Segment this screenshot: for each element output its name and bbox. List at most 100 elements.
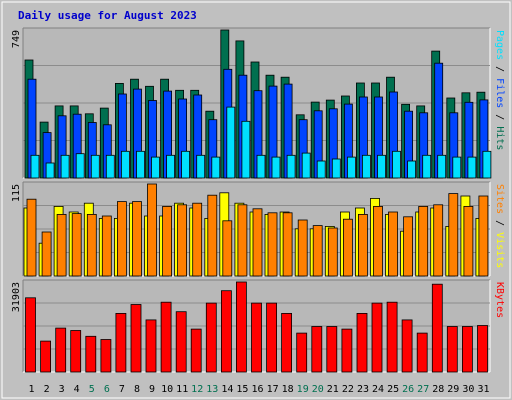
side-legend-part: Visits <box>494 232 505 268</box>
bar-kbytes-7 <box>115 312 127 373</box>
panel-hits_files_pages: 749 Pages / Files / Hits <box>11 27 505 179</box>
x-tick-label-29: 29 <box>447 384 459 395</box>
bar-pages-28 <box>437 154 447 179</box>
panel-kbytes: 31903 KBytes <box>11 279 505 373</box>
bar-kbytes-14 <box>220 290 232 373</box>
bar-kbytes-30 <box>461 326 473 373</box>
bar-pages-6 <box>105 154 115 179</box>
side-legend-part: Hits <box>494 126 505 150</box>
side-legend-part: / <box>494 214 505 232</box>
chart-title: Daily usage for August 2023 <box>18 9 197 22</box>
x-tick-label-2: 2 <box>44 384 50 395</box>
bar-kbytes-4 <box>70 330 82 373</box>
bar-kbytes-2 <box>40 340 51 373</box>
x-tick-label-9: 9 <box>149 384 155 395</box>
bar-kbytes-3 <box>55 327 67 373</box>
x-tick-label-8: 8 <box>134 384 140 395</box>
x-tick-label-20: 20 <box>312 384 324 395</box>
x-tick-label-22: 22 <box>342 384 354 395</box>
x-tick-label-23: 23 <box>357 384 369 395</box>
bar-pages-23 <box>361 154 371 179</box>
bar-pages-2 <box>45 162 55 179</box>
side-legend-label: KBytes <box>494 282 505 318</box>
bar-sites-29 <box>448 193 459 277</box>
bar-sites-4 <box>71 213 82 277</box>
x-tick-label-25: 25 <box>387 384 399 395</box>
bar-pages-27 <box>422 154 432 179</box>
bar-kbytes-17 <box>266 302 278 373</box>
bar-sites-2 <box>41 231 52 277</box>
bar-kbytes-28 <box>431 283 443 373</box>
side-legend-part: / <box>494 60 505 78</box>
x-tick-label-17: 17 <box>267 384 279 395</box>
bar-sites-19 <box>297 219 308 277</box>
bar-pages-22 <box>346 156 356 179</box>
bar-kbytes-21 <box>326 326 338 373</box>
bar-kbytes-26 <box>401 319 413 373</box>
bar-sites-7 <box>117 201 127 277</box>
bar-sites-21 <box>327 227 338 277</box>
x-tick-label-12: 12 <box>191 384 203 395</box>
bar-sites-22 <box>342 218 353 277</box>
bar-sites-15 <box>237 204 248 277</box>
y-max-label: 31903 <box>11 282 22 312</box>
bar-sites-13 <box>207 194 218 277</box>
bar-pages-24 <box>377 154 386 179</box>
x-tick-label-27: 27 <box>417 384 429 395</box>
bar-sites-1 <box>26 198 37 277</box>
x-tick-label-15: 15 <box>236 384 248 395</box>
side-legend-label: Sites / Visits <box>494 184 505 268</box>
bar-pages-13 <box>211 156 221 179</box>
bar-kbytes-15 <box>235 281 247 373</box>
bar-pages-7 <box>121 150 130 179</box>
bar-kbytes-16 <box>251 302 262 373</box>
x-tick-label-4: 4 <box>74 384 80 395</box>
bar-pages-4 <box>75 153 85 179</box>
bar-pages-14 <box>226 106 236 179</box>
y-max-label: 115 <box>11 184 22 202</box>
bar-sites-9 <box>147 183 157 277</box>
bar-kbytes-10 <box>160 301 172 373</box>
bar-pages-11 <box>181 150 191 179</box>
bar-sites-24 <box>373 205 383 277</box>
bar-pages-20 <box>316 160 326 179</box>
bar-pages-8 <box>136 150 145 179</box>
side-legend-part: Pages <box>494 30 505 60</box>
bar-sites-14 <box>222 220 233 277</box>
x-tick-label-1: 1 <box>28 384 34 395</box>
bar-pages-19 <box>301 152 311 179</box>
panel-visits_sites: 115 Sites / Visits <box>11 181 505 277</box>
bar-kbytes-1 <box>25 297 36 373</box>
bar-sites-3 <box>56 213 67 277</box>
bar-sites-27 <box>418 205 429 277</box>
x-tick-label-10: 10 <box>161 384 173 395</box>
bar-pages-12 <box>196 154 206 179</box>
bar-kbytes-19 <box>296 332 308 373</box>
bar-sites-16 <box>252 208 263 277</box>
bar-pages-10 <box>166 154 176 179</box>
bar-kbytes-23 <box>356 312 368 373</box>
bar-sites-31 <box>478 195 489 277</box>
side-legend-part: / <box>494 108 505 126</box>
bar-sites-5 <box>86 213 97 277</box>
x-tick-label-5: 5 <box>89 384 95 395</box>
bar-sites-17 <box>267 212 278 277</box>
bar-kbytes-8 <box>130 304 142 373</box>
x-tick-label-26: 26 <box>402 384 414 395</box>
bar-kbytes-31 <box>477 325 488 373</box>
bar-pages-25 <box>392 150 401 179</box>
bar-pages-17 <box>271 156 281 179</box>
x-tick-label-3: 3 <box>59 384 65 395</box>
bar-sites-26 <box>403 216 414 277</box>
x-tick-label-30: 30 <box>462 384 474 395</box>
bar-kbytes-27 <box>416 332 428 373</box>
bar-pages-5 <box>90 154 100 179</box>
bar-kbytes-13 <box>205 302 217 373</box>
bar-pages-1 <box>30 154 40 179</box>
bar-kbytes-20 <box>311 326 323 373</box>
bar-kbytes-11 <box>175 311 187 373</box>
bar-pages-26 <box>407 160 417 179</box>
